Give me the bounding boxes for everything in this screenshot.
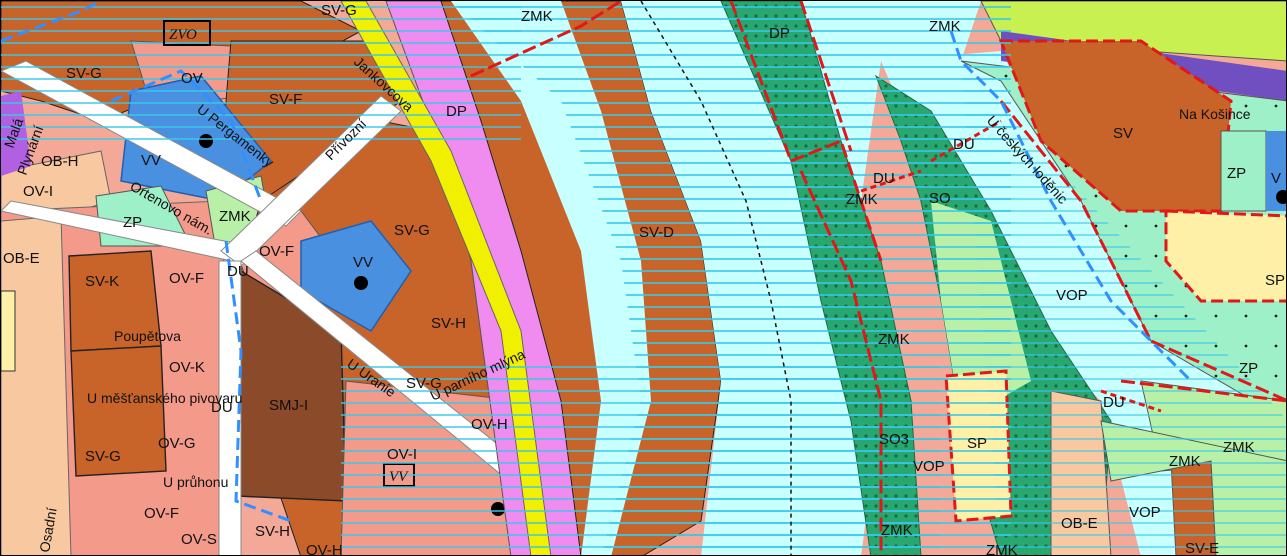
label-svd: SV-D: [639, 224, 674, 241]
label-ovf-mid: OV-F: [259, 243, 294, 260]
boundary-blue-4: [949, 30, 1193, 383]
label-zp-right: ZP: [1227, 165, 1246, 182]
label-svh-mid: SV-H: [431, 315, 466, 332]
label-v-right: V: [1271, 170, 1281, 187]
label-ovf-left: OV-F: [169, 270, 204, 287]
label-svg-left: SV-G: [66, 65, 102, 82]
label-obe-bottom: OB-E: [1061, 515, 1098, 532]
boundary-red-1: [470, 1, 622, 78]
label-ovk: OV-K: [169, 359, 205, 376]
label-du-lower-left: DU: [211, 399, 233, 416]
label-zmk-top: ZMK: [521, 8, 553, 25]
label-ovg: OV-G: [158, 435, 196, 452]
label-vop-bottom: VOP: [1129, 504, 1161, 521]
label-zmk-bottom-right: ZMK: [1169, 453, 1201, 470]
label-vv-left: VV: [141, 152, 161, 169]
boundary-red-2: [729, 1, 883, 262]
label-so3: SO3: [879, 431, 909, 448]
label-du-island2: DU: [953, 136, 975, 153]
label-zp-lower: ZP: [1239, 360, 1258, 377]
label-du-island1: DU: [873, 170, 895, 187]
label-zvo: ZVO: [169, 27, 197, 43]
label-ov-top: OV: [181, 70, 203, 87]
label-obh: OB-H: [41, 153, 79, 170]
label-zmk-bottom2: ZMK: [986, 542, 1018, 556]
boundary-red-3: [799, 1, 853, 152]
label-zmk-bottom: ZMK: [881, 522, 913, 539]
label-sp-mid: SP: [967, 435, 987, 452]
du-bridge-2: [930, 119, 1002, 163]
zone-svg-left-bottom: [70, 345, 167, 477]
label-svg-lower: SV-G: [406, 375, 442, 392]
label-ovf-bottom: OV-F: [144, 505, 179, 522]
label-sp-right: SP: [1265, 272, 1285, 289]
street-osadni: Osadní: [36, 506, 60, 553]
street-na-kosince: Na Košince: [1179, 106, 1251, 122]
label-vop-right: VOP: [1056, 287, 1088, 304]
street-poupetova: Poupětova: [114, 328, 181, 344]
label-zmk-far-right: ZMK: [1223, 439, 1255, 456]
label-zmk-river: ZMK: [846, 191, 878, 208]
label-vop-mid: VOP: [913, 458, 945, 475]
v-marker-right: [1276, 190, 1286, 204]
label-svh-bottom: SV-H: [255, 523, 290, 540]
zone-sp-right: [1164, 209, 1286, 303]
du-bridge-1: [860, 169, 922, 193]
label-svg-bottom-left: SV-G: [85, 448, 121, 465]
vv-marker-mid: [354, 276, 368, 290]
label-dp-right: DP: [769, 25, 790, 42]
boundary-blue-1: [1, 1, 102, 43]
boundary-red-4: [799, 170, 883, 555]
boundary-blue-3: [224, 240, 292, 523]
boundary-red-5: [999, 100, 1286, 402]
label-zmk-lower: ZMK: [878, 331, 910, 348]
label-ovi-lower: OV-I: [387, 446, 417, 463]
zvo-box: [163, 20, 211, 46]
label-du-lower-right: DU: [1103, 394, 1125, 411]
label-svk: SV-K: [85, 273, 119, 290]
label-ovh-bottom: OV-H: [306, 542, 343, 556]
boundary-red-6: [1120, 379, 1286, 403]
label-vv-mid: VV: [353, 254, 373, 271]
label-svf: SV-F: [269, 91, 302, 108]
label-zp-left: ZP: [123, 214, 142, 231]
railway-line: [640, 1, 792, 555]
street-u-prulohu: U průhonu: [163, 474, 228, 490]
zone-obe-peach: [1, 215, 72, 555]
label-sve-bottom: SV-E: [1185, 540, 1219, 556]
du-bridge-3: [1100, 389, 1162, 413]
boundary-blue-2: [110, 69, 263, 202]
stripe-overlay-left: [1, 1, 521, 141]
label-du-left: DU: [227, 263, 249, 280]
label-zmk-topright: ZMK: [929, 18, 961, 35]
label-zmk-mid: ZMK: [219, 208, 251, 225]
label-svg-top: SV-G: [321, 2, 357, 19]
label-obe-left: OB-E: [3, 250, 40, 267]
label-so-island: SO: [929, 190, 951, 207]
street-u-mestanskeho: U měšťanského pivovaru: [87, 390, 242, 406]
label-ovs: OV-S: [181, 531, 217, 548]
zone-vv-mid: [300, 220, 412, 332]
stripe-overlay-river: [451, 1, 1011, 555]
label-svg-mid: SV-G: [394, 222, 430, 239]
label-sv-right: SV: [1113, 125, 1133, 142]
label-ovi-left: OV-I: [23, 183, 53, 200]
label-smji: SMJ-I: [269, 397, 308, 414]
label-ovh-mid: OV-H: [471, 416, 508, 433]
label-dp-center: DP: [446, 103, 467, 120]
zone-yellow-left: [1, 290, 16, 372]
label-vv-box: VV: [389, 469, 409, 485]
